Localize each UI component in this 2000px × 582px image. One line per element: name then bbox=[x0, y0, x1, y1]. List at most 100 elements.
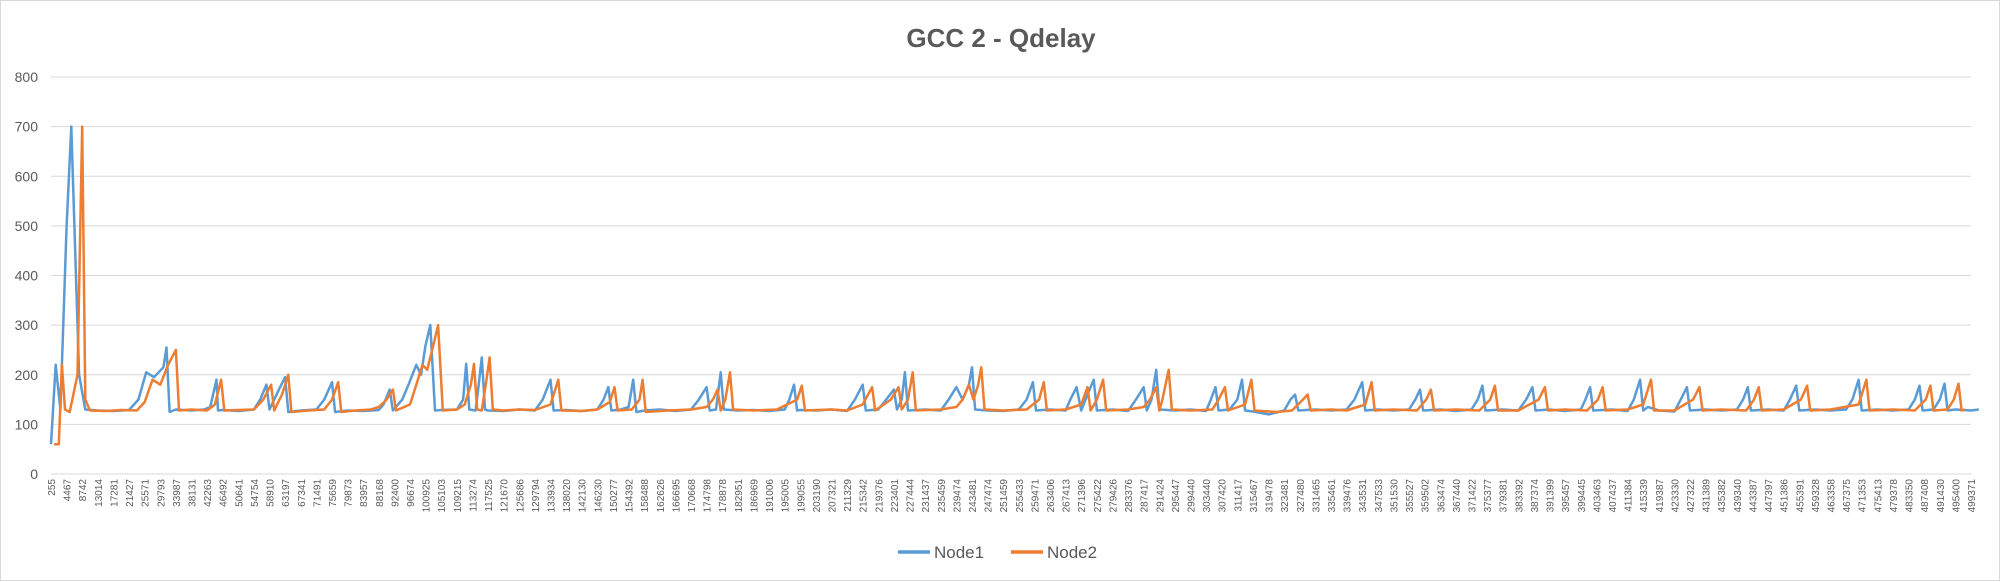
x-tick-label: 259471 bbox=[1030, 479, 1041, 513]
x-tick-label: 287417 bbox=[1140, 479, 1151, 513]
x-tick-label: 319478 bbox=[1265, 479, 1276, 513]
x-tick-label: 243481 bbox=[968, 479, 979, 513]
x-tick-label: 138020 bbox=[562, 479, 573, 513]
x-tick-label: 435382 bbox=[1717, 479, 1728, 513]
x-tick-label: 279426 bbox=[1108, 479, 1119, 513]
x-tick-label: 33987 bbox=[172, 479, 183, 507]
x-tick-label: 479378 bbox=[1889, 479, 1900, 513]
x-tick-label: 483350 bbox=[1905, 479, 1916, 513]
x-tick-label: 371422 bbox=[1467, 479, 1478, 513]
chart-title: GCC 2 - Qdelay bbox=[906, 23, 1096, 53]
x-tick-label: 113274 bbox=[468, 479, 479, 512]
x-tick-label: 411384 bbox=[1624, 479, 1635, 512]
x-tick-label: 178878 bbox=[718, 479, 729, 513]
x-tick-label: 387374 bbox=[1530, 479, 1541, 513]
x-tick-label: 283376 bbox=[1124, 479, 1135, 513]
x-tick-label: 170668 bbox=[687, 479, 698, 513]
x-tick-label: 129794 bbox=[531, 479, 542, 513]
x-tick-label: 211329 bbox=[843, 479, 854, 512]
x-tick-label: 339476 bbox=[1343, 479, 1354, 513]
x-tick-label: 154392 bbox=[625, 479, 636, 513]
x-tick-label: 142130 bbox=[578, 479, 589, 513]
x-tick-label: 263406 bbox=[1046, 479, 1057, 513]
x-tick-label: 491430 bbox=[1936, 479, 1947, 513]
x-tick-label: 347533 bbox=[1374, 479, 1385, 513]
x-tick-label: 63197 bbox=[281, 479, 292, 507]
x-tick-label: 431389 bbox=[1702, 479, 1713, 513]
y-axis-ticks: 0 100 200 300 400 500 600 700 800 bbox=[15, 69, 39, 482]
x-tick-label: 419387 bbox=[1655, 479, 1666, 513]
series-line-node2 bbox=[54, 125, 1966, 446]
x-tick-label: 21427 bbox=[125, 479, 136, 507]
x-tick-label: 223401 bbox=[890, 479, 901, 513]
x-axis-ticks: 255 4467 8742 13014 17281 21427 25571 29793 3398… bbox=[47, 479, 1978, 513]
x-tick-label: 351530 bbox=[1389, 479, 1400, 513]
x-tick-label: 146230 bbox=[593, 479, 604, 513]
x-tick-label: 4467 bbox=[63, 479, 74, 502]
x-tick-label: 467375 bbox=[1842, 479, 1853, 513]
x-tick-label: 29793 bbox=[156, 479, 167, 507]
x-tick-label: 25571 bbox=[141, 479, 152, 507]
x-tick-label: 186969 bbox=[749, 479, 760, 513]
x-tick-label: 133934 bbox=[547, 479, 558, 513]
x-tick-label: 150277 bbox=[609, 479, 620, 513]
y-tick-label: 200 bbox=[15, 367, 39, 383]
x-tick-label: 495400 bbox=[1951, 479, 1962, 513]
x-tick-label: 359502 bbox=[1421, 479, 1432, 513]
gridlines bbox=[51, 76, 1971, 475]
x-tick-label: 191006 bbox=[765, 479, 776, 513]
x-tick-label: 267413 bbox=[1062, 479, 1073, 513]
series-lines bbox=[49, 125, 1979, 446]
x-tick-label: 291424 bbox=[1155, 479, 1166, 513]
x-tick-label: 235459 bbox=[937, 479, 948, 513]
x-tick-label: 451386 bbox=[1780, 479, 1791, 513]
x-tick-label: 303440 bbox=[1202, 479, 1213, 513]
x-tick-label: 207321 bbox=[827, 479, 838, 513]
x-tick-label: 407437 bbox=[1608, 479, 1619, 513]
x-tick-label: 121670 bbox=[500, 479, 511, 513]
x-tick-label: 13014 bbox=[94, 479, 105, 507]
x-tick-label: 355527 bbox=[1405, 479, 1416, 513]
x-tick-label: 8742 bbox=[78, 479, 89, 502]
x-tick-label: 311417 bbox=[1233, 479, 1244, 512]
x-tick-label: 427322 bbox=[1686, 479, 1697, 513]
x-tick-label: 439340 bbox=[1733, 479, 1744, 513]
x-tick-label: 174798 bbox=[703, 479, 714, 513]
x-tick-label: 403463 bbox=[1592, 479, 1603, 513]
legend-label-node2: Node2 bbox=[1047, 543, 1097, 562]
x-tick-label: 399445 bbox=[1577, 479, 1588, 513]
x-tick-label: 459328 bbox=[1811, 479, 1822, 513]
y-tick-label: 500 bbox=[15, 218, 39, 234]
x-tick-label: 255 bbox=[47, 479, 58, 496]
x-tick-label: 383392 bbox=[1514, 479, 1525, 513]
x-tick-label: 75659 bbox=[328, 479, 339, 507]
x-tick-label: 162626 bbox=[656, 479, 667, 513]
x-tick-label: 251459 bbox=[999, 479, 1010, 513]
x-tick-label: 487408 bbox=[1920, 479, 1931, 513]
x-tick-label: 423330 bbox=[1670, 479, 1681, 513]
x-tick-label: 367440 bbox=[1452, 479, 1463, 513]
x-tick-label: 219376 bbox=[874, 479, 885, 513]
x-tick-label: 182951 bbox=[734, 479, 745, 513]
y-tick-label: 800 bbox=[15, 69, 39, 85]
x-tick-label: 447397 bbox=[1764, 479, 1775, 513]
x-tick-label: 83957 bbox=[359, 479, 370, 507]
y-tick-label: 600 bbox=[15, 168, 39, 184]
y-tick-label: 100 bbox=[15, 416, 39, 432]
x-tick-label: 295447 bbox=[1171, 479, 1182, 513]
x-tick-label: 79873 bbox=[344, 479, 355, 507]
x-tick-label: 46492 bbox=[219, 479, 230, 507]
x-tick-label: 199055 bbox=[796, 479, 807, 513]
y-tick-label: 400 bbox=[15, 268, 39, 284]
x-tick-label: 327480 bbox=[1296, 479, 1307, 513]
x-tick-label: 335461 bbox=[1327, 479, 1338, 513]
x-tick-label: 299440 bbox=[1187, 479, 1198, 513]
x-tick-label: 379381 bbox=[1499, 479, 1510, 513]
x-tick-label: 331465 bbox=[1311, 479, 1322, 513]
x-tick-label: 105103 bbox=[437, 479, 448, 513]
x-tick-label: 215342 bbox=[859, 479, 870, 513]
x-tick-label: 54754 bbox=[250, 479, 261, 507]
x-tick-label: 375377 bbox=[1483, 479, 1494, 513]
x-tick-label: 443387 bbox=[1748, 479, 1759, 513]
